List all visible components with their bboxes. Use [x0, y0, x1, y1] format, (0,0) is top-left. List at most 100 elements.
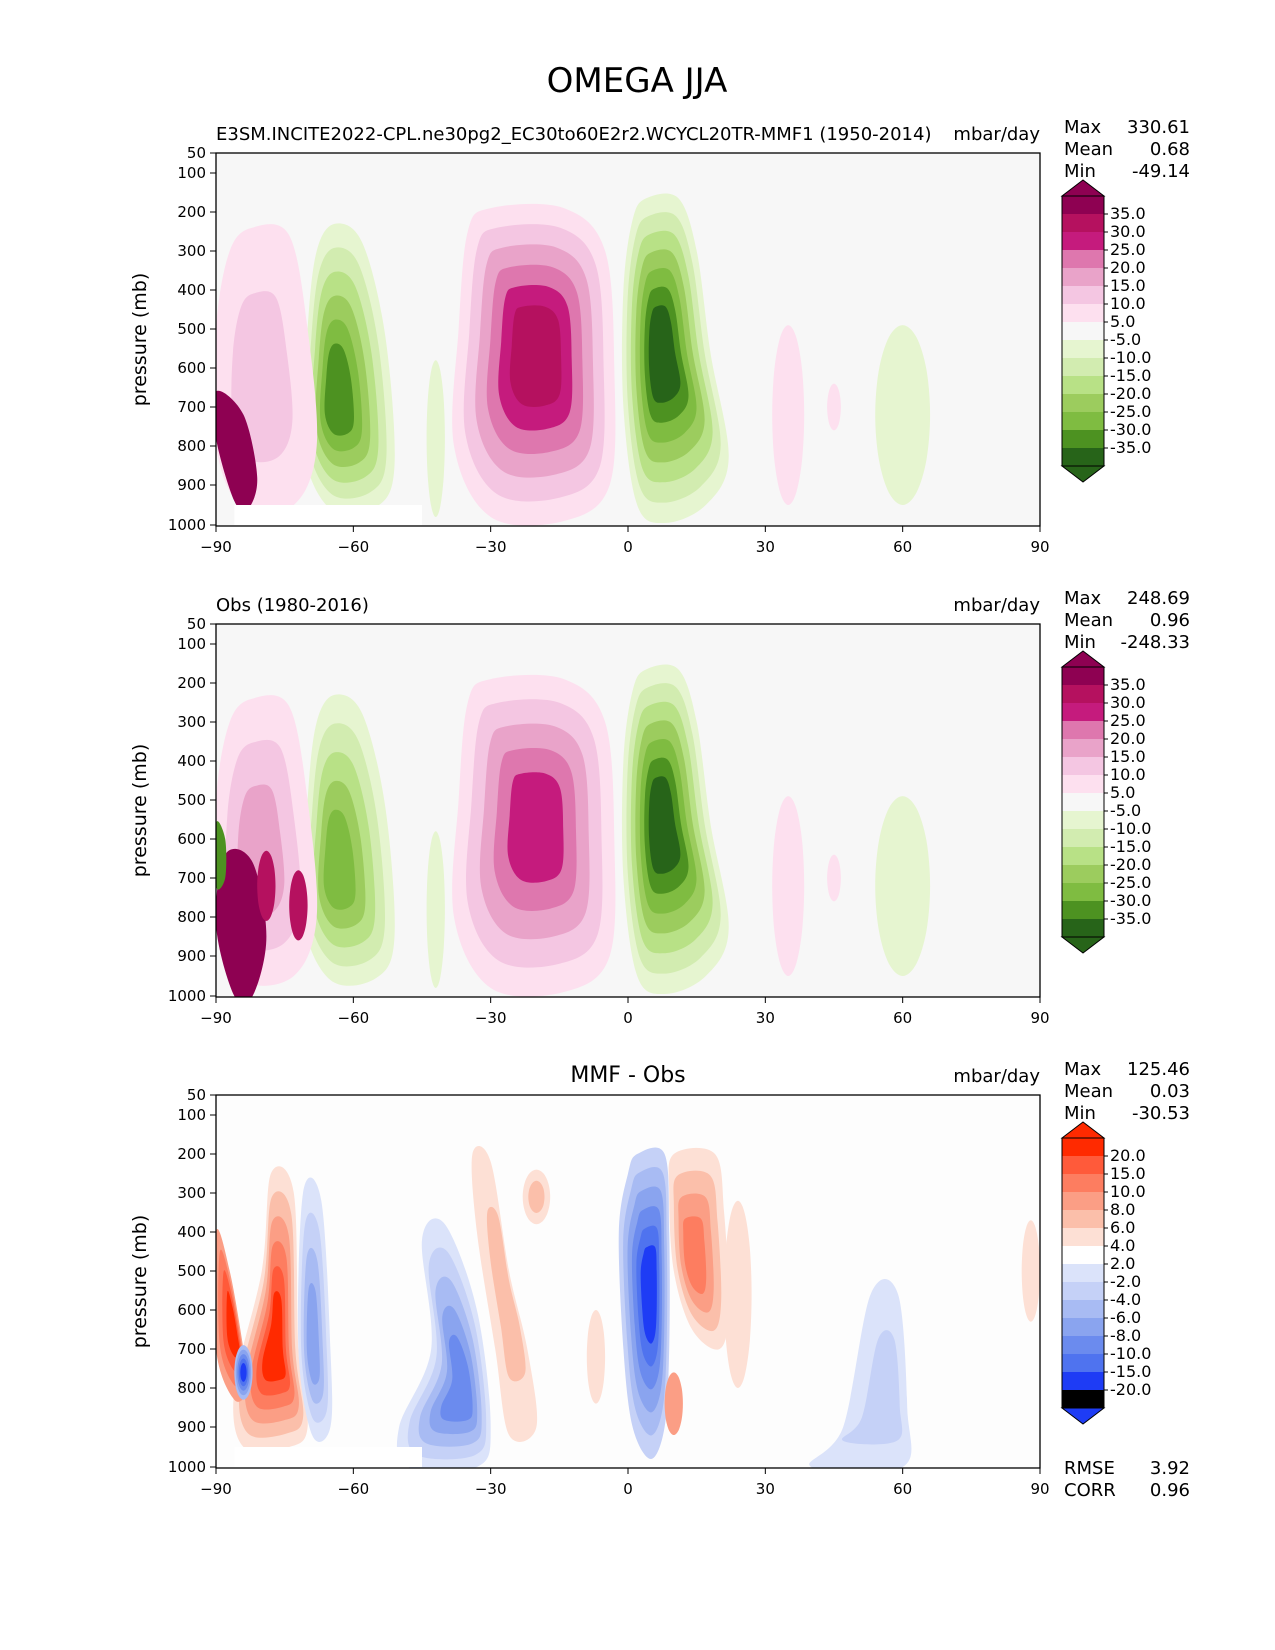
stat-value-max: 330.61: [1127, 117, 1190, 138]
colorbar-swatch: [1062, 1372, 1104, 1390]
colorbar-label: -30.0: [1110, 891, 1151, 910]
colorbar-label: 20.0: [1110, 729, 1146, 748]
colorbar-extend-bottom: [1060, 465, 1106, 483]
colorbar-swatch: [1062, 793, 1104, 811]
northern-descent-level-0: [875, 325, 931, 505]
stat-label-mean: Mean: [1064, 1081, 1113, 1102]
y-tick-label: 200: [177, 1145, 206, 1163]
y-tick-label: 600: [177, 359, 206, 377]
colorbar-swatch: [1062, 739, 1104, 757]
contour-fill: [216, 1146, 1040, 1468]
colorbar-label: 30.0: [1110, 693, 1146, 712]
colorbar-label: 10.0: [1110, 765, 1146, 784]
y-tick-label: 500: [177, 1262, 206, 1280]
stat-value-mean: 0.03: [1150, 1081, 1190, 1102]
units-label: mbar/day: [953, 124, 1040, 145]
colorbar-swatch: [1062, 1300, 1104, 1318]
y-tick-label: 500: [177, 320, 206, 338]
y-tick-label: 300: [177, 242, 206, 260]
colorbar-swatch: [1062, 919, 1104, 937]
colorbar-swatch: [1062, 304, 1104, 322]
colorbar-label: 20.0: [1110, 258, 1146, 277]
weak-descent-patch: [426, 831, 445, 988]
colorbar-swatch: [1062, 196, 1104, 214]
diff-positive-band-level-1: [486, 1206, 526, 1382]
stat-value-min: -49.14: [1132, 161, 1190, 182]
y-tick-label: 600: [177, 1301, 206, 1319]
northern-descent-level-0: [875, 796, 931, 976]
y-tick-label: 50: [187, 1086, 206, 1104]
x-tick-label: 90: [1030, 538, 1049, 556]
colorbar-swatch: [1062, 1138, 1104, 1156]
descent-core-level-6: [648, 305, 681, 403]
y-axis-label: pressure (mb): [129, 273, 151, 407]
y-tick-label: 900: [177, 1418, 206, 1436]
colorbar-swatch: [1062, 250, 1104, 268]
southern-descent-level-4: [323, 809, 356, 910]
y-tick-label: 800: [177, 908, 206, 926]
colorbar-swatch: [1062, 1156, 1104, 1174]
colorbar-swatch: [1062, 865, 1104, 883]
colorbar-label: 35.0: [1110, 675, 1146, 694]
colorbar-label: -10.0: [1110, 1344, 1151, 1363]
stat-label-max: Max: [1064, 1059, 1102, 1080]
contour-fill: [216, 664, 931, 997]
stat-label-max: Max: [1064, 588, 1102, 609]
colorbar-swatch: [1062, 1174, 1104, 1192]
y-tick-label: 50: [187, 615, 206, 633]
y-tick-label: 1000: [168, 987, 206, 1005]
colorbar-label: 5.0: [1110, 783, 1135, 802]
colorbar-label: 4.0: [1110, 1236, 1135, 1255]
colorbar-frame: [1061, 666, 1105, 938]
y-axis-label: pressure (mb): [129, 1215, 151, 1349]
x-tick-label: −30: [475, 538, 507, 556]
colorbar-label: -15.0: [1110, 366, 1151, 385]
ascent-streak-1: [289, 870, 308, 941]
diff-positive-spot-level-1: [528, 1180, 545, 1213]
colorbar-swatch: [1062, 1336, 1104, 1354]
polar-ascent-level-1: [231, 291, 293, 463]
y-tick-label: 200: [177, 203, 206, 221]
x-tick-label: 60: [893, 1480, 912, 1498]
colorbar-swatch: [1062, 1318, 1104, 1336]
descent-core-level-6: [648, 776, 681, 874]
diff-northern-positive-level-0: [724, 1200, 752, 1388]
southern-descent-level-5: [324, 343, 354, 436]
stat-label-mean: Mean: [1064, 139, 1113, 160]
y-tick-label: 1000: [168, 1458, 206, 1476]
stat-value-max: 125.46: [1127, 1059, 1190, 1080]
colorbar-swatch: [1062, 847, 1104, 865]
units-label: mbar/day: [953, 1066, 1040, 1087]
colorbar-label: 8.0: [1110, 1200, 1135, 1219]
colorbar: 20.015.010.08.06.04.02.0-2.0-4.0-6.0-8.0…: [1060, 1121, 1151, 1425]
diff-topography-mask: [234, 1447, 422, 1467]
colorbar-extend-top: [1060, 1121, 1106, 1139]
stat-label-min: Min: [1064, 161, 1096, 182]
stat-value-mean: 0.68: [1150, 139, 1190, 160]
colorbar-label: -10.0: [1110, 348, 1151, 367]
edge-descent: [216, 821, 227, 890]
colorbar-label: 6.0: [1110, 1218, 1135, 1237]
colorbar-label: -25.0: [1110, 873, 1151, 892]
x-tick-label: −60: [338, 538, 370, 556]
y-tick-label: 700: [177, 398, 206, 416]
colorbar-extend-top: [1060, 179, 1106, 197]
colorbar-label: 10.0: [1110, 1182, 1146, 1201]
x-tick-label: 90: [1030, 1480, 1049, 1498]
diff-small-positive: [664, 1372, 683, 1435]
panel-title-center: MMF - Obs: [570, 1063, 685, 1088]
colorbar-swatch: [1062, 1210, 1104, 1228]
ascent-streak-0: [257, 850, 276, 921]
colorbar-label: -35.0: [1110, 438, 1151, 457]
diff-polar-positive-2-level-3: [226, 1290, 240, 1358]
y-tick-label: 600: [177, 830, 206, 848]
diff-northern-negative-level-1: [841, 1330, 903, 1445]
colorbar-swatch: [1062, 268, 1104, 286]
x-tick-label: 0: [623, 1009, 633, 1027]
x-tick-label: 0: [623, 538, 633, 556]
y-tick-label: 900: [177, 947, 206, 965]
y-tick-label: 400: [177, 281, 206, 299]
diff-negative-core-level-5: [640, 1245, 657, 1344]
x-tick-label: 0: [623, 1480, 633, 1498]
